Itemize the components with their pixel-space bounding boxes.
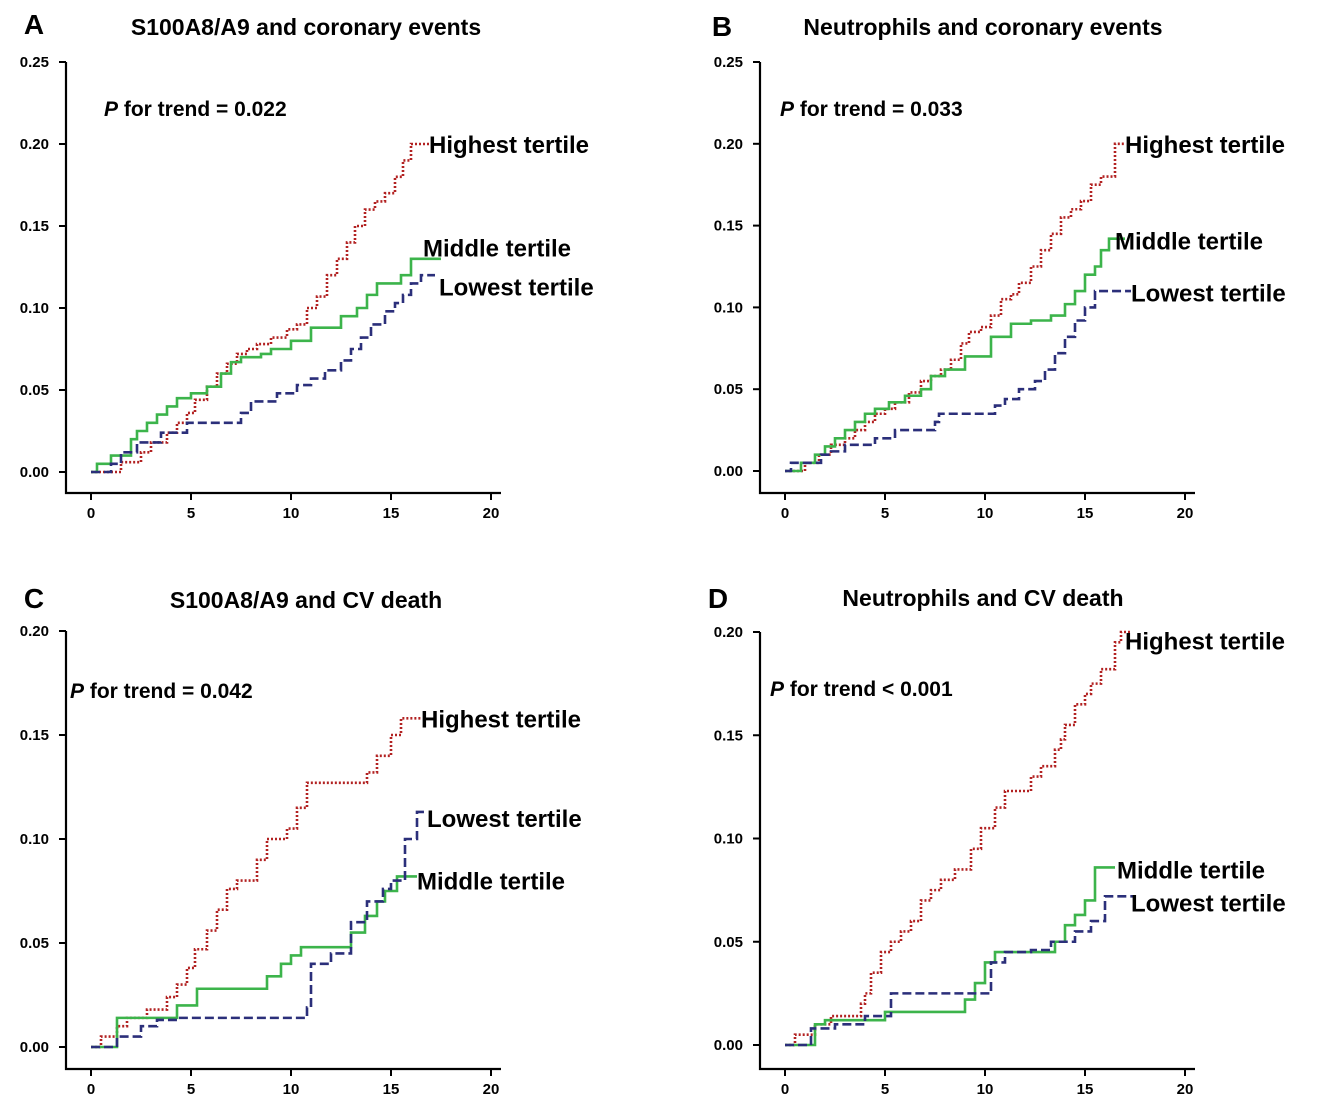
y-tick-label: 0.10 <box>714 831 743 848</box>
panel-c: C S100A8/A9 and CV death 0.00 0.05 0.10 0.15 0… <box>20 583 582 1098</box>
y-tick-label: 0.00 <box>20 1039 49 1056</box>
x-tick-label: 10 <box>977 1081 994 1098</box>
p-trend-text: for trend = 0.042 <box>84 680 253 703</box>
x-tick-label: 5 <box>187 505 195 522</box>
series-line-lowest-tertile <box>785 289 1131 473</box>
series-label-middle-tertile: Middle tertile <box>1115 228 1263 255</box>
x-tick-label: 15 <box>1077 1081 1094 1098</box>
p-symbol: P <box>780 98 795 121</box>
axes <box>64 631 501 1071</box>
series-line-highest-tertile <box>91 142 431 474</box>
series-line-middle-tertile <box>785 866 1115 1047</box>
x-tick-label: 15 <box>383 505 400 522</box>
series-line-highest-tertile <box>91 717 421 1049</box>
series-label-highest-tertile: Highest tertile <box>1125 628 1285 655</box>
panel-letter: C <box>24 583 44 614</box>
panel-title: S100A8/A9 and coronary events <box>131 14 481 40</box>
axes <box>64 62 501 495</box>
y-tick-label: 0.00 <box>714 463 743 480</box>
x-tick-label: 15 <box>383 1081 400 1098</box>
x-tick-label: 0 <box>781 1081 789 1098</box>
y-tick-label: 0.10 <box>20 831 49 848</box>
y-tick-label: 0.15 <box>20 727 49 744</box>
series-line-lowest-tertile <box>91 810 427 1049</box>
y-tick-label: 0.25 <box>714 54 743 71</box>
y-tick-label: 0.05 <box>714 934 743 951</box>
x-tick-label: 10 <box>977 505 994 522</box>
panel-letter: B <box>712 11 732 42</box>
x-tick-label: 5 <box>881 1081 889 1098</box>
y-tick-label: 0.05 <box>714 381 743 398</box>
series-label-highest-tertile: Highest tertile <box>421 706 581 733</box>
p-trend-annotation: P for trend = 0.022 <box>104 98 287 121</box>
x-tick-label: 0 <box>87 1081 95 1098</box>
x-tick-label: 20 <box>483 505 500 522</box>
series-label-middle-tertile: Middle tertile <box>423 235 571 262</box>
series-label-lowest-tertile: Lowest tertile <box>1131 891 1286 918</box>
x-tick-label: 15 <box>1077 505 1094 522</box>
series-label-highest-tertile: Highest tertile <box>1125 132 1285 159</box>
y-tick-label: 0.20 <box>20 623 49 640</box>
series-label-middle-tertile: Middle tertile <box>1117 857 1265 884</box>
series-label-middle-tertile: Middle tertile <box>417 869 565 896</box>
panel-b: B Neutrophils and coronary events 0.00 0.05… <box>712 11 1286 522</box>
series-label-highest-tertile: Highest tertile <box>429 132 589 159</box>
p-symbol: P <box>70 680 85 703</box>
series-label-lowest-tertile: Lowest tertile <box>1131 281 1286 308</box>
p-trend-annotation: P for trend = 0.033 <box>780 98 963 121</box>
y-tick-label: 0.00 <box>714 1037 743 1054</box>
p-trend-annotation: P for trend = 0.042 <box>70 680 253 703</box>
p-trend-text: for trend = 0.033 <box>794 98 963 121</box>
series-line-highest-tertile <box>785 142 1125 473</box>
panel-title: S100A8/A9 and CV death <box>170 587 442 613</box>
x-tick-label: 0 <box>781 505 789 522</box>
y-tick-label: 0.25 <box>20 54 49 71</box>
x-tick-label: 5 <box>187 1081 195 1098</box>
x-tick-label: 10 <box>283 1081 300 1098</box>
y-tick-label: 0.05 <box>20 935 49 952</box>
panel-a: A S100A8/A9 and coronary events 0.00 0.05 0.… <box>20 9 594 522</box>
y-tick-label: 0.05 <box>20 382 49 399</box>
panel-letter: A <box>24 9 44 40</box>
y-tick-label: 0.20 <box>714 136 743 153</box>
y-tick-label: 0.15 <box>714 218 743 235</box>
p-trend-text: for trend < 0.001 <box>784 678 953 701</box>
y-tick-label: 0.10 <box>20 300 49 317</box>
y-tick-label: 0.10 <box>714 299 743 316</box>
axes <box>758 632 1195 1071</box>
x-tick-label: 10 <box>283 505 300 522</box>
x-tick-label: 20 <box>1177 505 1194 522</box>
axes <box>758 62 1195 495</box>
series-line-highest-tertile <box>785 630 1131 1047</box>
series-line-lowest-tertile <box>785 895 1135 1047</box>
series-label-lowest-tertile: Lowest tertile <box>439 275 594 302</box>
p-trend-annotation: P for trend < 0.001 <box>770 678 953 701</box>
series-line-lowest-tertile <box>91 273 435 474</box>
y-tick-label: 0.15 <box>714 727 743 744</box>
x-tick-label: 0 <box>87 505 95 522</box>
y-tick-label: 0.20 <box>20 136 49 153</box>
x-tick-label: 20 <box>1177 1081 1194 1098</box>
panel-d: D Neutrophils and CV death 0.00 0.05 0.10 0.1… <box>708 583 1286 1098</box>
y-tick-label: 0.15 <box>20 218 49 235</box>
series-line-middle-tertile <box>91 257 441 474</box>
series-label-lowest-tertile: Lowest tertile <box>427 806 582 833</box>
p-symbol: P <box>770 678 785 701</box>
p-trend-text: for trend = 0.022 <box>118 98 287 121</box>
x-tick-label: 5 <box>881 505 889 522</box>
panel-title: Neutrophils and coronary events <box>803 14 1162 40</box>
panel-title: Neutrophils and CV death <box>842 585 1123 611</box>
panel-letter: D <box>708 583 728 614</box>
x-tick-label: 20 <box>483 1081 500 1098</box>
y-tick-label: 0.00 <box>20 464 49 481</box>
series-line-middle-tertile <box>785 237 1125 473</box>
p-symbol: P <box>104 98 119 121</box>
y-tick-label: 0.20 <box>714 624 743 641</box>
